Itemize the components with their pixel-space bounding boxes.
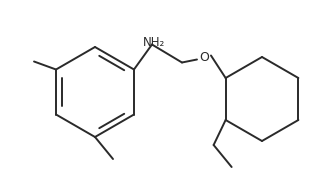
- Text: O: O: [199, 51, 209, 64]
- Text: NH₂: NH₂: [143, 37, 165, 49]
